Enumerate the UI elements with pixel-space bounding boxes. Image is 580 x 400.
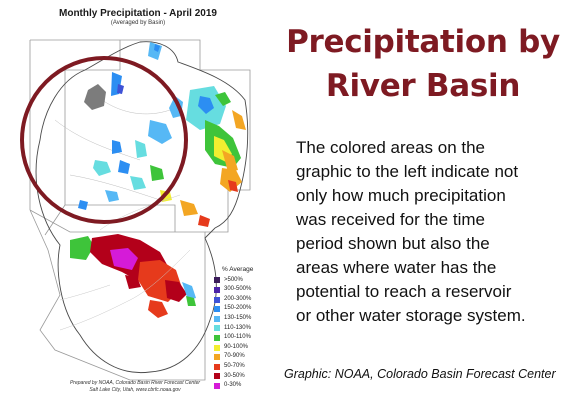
legend-label: 200-300% — [224, 295, 252, 302]
body-line: only how much precipitation — [296, 186, 506, 205]
legend-swatch — [214, 277, 220, 284]
legend-item: 0-30% — [214, 381, 270, 391]
legend-label: 70-90% — [224, 353, 245, 360]
legend-item: 30-50% — [214, 372, 270, 382]
legend-label: 130-150% — [224, 314, 252, 321]
legend-item: 100-110% — [214, 333, 270, 343]
legend-label: 90-100% — [224, 343, 249, 350]
legend-items: >500% 300-500% 200-300% 150-200% 130-150% 110… — [214, 276, 270, 391]
legend-swatch — [214, 334, 220, 341]
legend-label: >500% — [224, 276, 243, 283]
headline-line-1: Precipitation by — [286, 24, 560, 60]
legend-label: 300-500% — [224, 286, 252, 293]
body-line: The colored areas on the — [296, 138, 486, 157]
river-lines — [59, 194, 191, 331]
map-credit-line-2: Salt Lake City, Utah, www.cbrfc.noaa.gov — [89, 387, 181, 393]
legend-item: 50-70% — [214, 362, 270, 372]
body-line: was received for the time — [296, 210, 485, 229]
map-credit-line-1: Prepared by NOAA, Colorado Basin River F… — [69, 380, 201, 386]
legend-swatch — [214, 363, 220, 370]
precipitation-map: Monthly Precipitation - April 2019 (Aver… — [0, 0, 270, 400]
legend-swatch — [214, 286, 220, 293]
body-line: potential to reach a reservoir — [296, 282, 512, 301]
legend-swatch — [214, 354, 220, 361]
body-line: areas where water has the — [296, 258, 497, 277]
legend-item: 70-90% — [214, 352, 270, 362]
legend-swatch — [214, 344, 220, 351]
legend-label: 100-110% — [224, 334, 251, 341]
precip-regions — [70, 42, 246, 318]
legend-label: 50-70% — [224, 362, 245, 369]
legend-item: 90-100% — [214, 343, 270, 353]
legend-swatch — [214, 296, 220, 303]
legend-item: 150-200% — [214, 304, 270, 314]
legend-item: 200-300% — [214, 295, 270, 305]
map-title: Monthly Precipitation - April 2019 — [59, 8, 217, 19]
body-line: graphic to the left indicate not — [296, 162, 519, 181]
state-borders — [29, 39, 251, 381]
body-text: The colored areas on the graphic to the … — [296, 136, 566, 328]
body-line: period shown but also the — [296, 234, 490, 253]
legend-swatch — [214, 315, 220, 322]
map-graphic — [20, 39, 251, 381]
graphic-credit-caption: Graphic: NOAA, Colorado Basin Forecast C… — [284, 367, 556, 381]
legend-title: % Average — [222, 266, 254, 273]
legend-item: 110-130% — [214, 324, 270, 334]
map-legend: % Average >500% 300-500% 200-300% 150-200% 1… — [214, 265, 270, 391]
body-line: or other water storage system. — [296, 306, 526, 325]
legend-label: 30-50% — [224, 372, 245, 379]
legend-label: 0-30% — [224, 382, 242, 389]
legend-label: 150-200% — [224, 305, 252, 312]
legend-swatch — [214, 382, 220, 389]
legend-item: 300-500% — [214, 285, 270, 295]
headline-line-2: River Basin — [325, 68, 521, 104]
legend-item: >500% — [214, 276, 270, 286]
legend-swatch — [214, 373, 220, 380]
highlight-circle — [20, 56, 188, 224]
map-subtitle: (Averaged by Basin) — [110, 20, 166, 26]
legend-label: 110-130% — [224, 324, 251, 331]
legend-item: 130-150% — [214, 314, 270, 324]
legend-swatch — [214, 325, 220, 332]
legend-swatch — [214, 306, 220, 313]
headline: Precipitation by River Basin — [282, 20, 564, 108]
